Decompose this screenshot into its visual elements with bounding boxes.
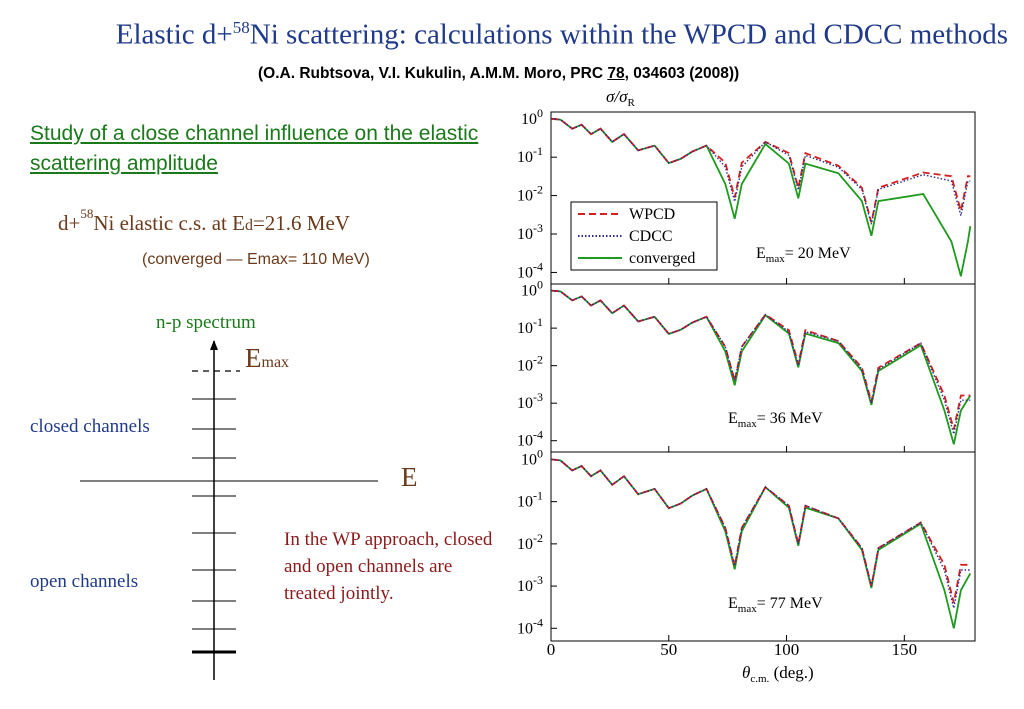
ref-part: , 034603 (2008)) [624,65,740,82]
legend-entry: WPCD [629,206,675,223]
open-channels-label: open channels [30,571,139,592]
reaction-label: d+58Ni elastic c.s. at Ed=21.6 MeV [58,206,350,236]
ref-part: (O.A. Rubtsova, V.I. Kukulin, A.M.M. Mor… [258,65,608,82]
reaction-sup: 58 [80,206,94,221]
y-tick-label: 10-3 [517,221,543,243]
wpcd-curve [550,458,971,604]
energy-label: E [401,462,418,492]
emax-panel-label: Emax= 20 MeV [756,245,851,265]
reaction-part: d+ [58,211,81,235]
ref-volume: 78 [607,65,625,82]
x-tick-label: 100 [774,640,800,659]
converged-note: (converged — Emax= 110 MeV) [142,251,370,268]
y-tick-label: 10-1 [517,315,543,337]
chart-panel: 100 10-1 10-2 10-3 10-4 Emax= 20 MeV [517,106,976,285]
reference: (O.A. Rubtsova, V.I. Kukulin, A.M.M. Mor… [258,65,739,83]
x-tick-label: 50 [660,640,677,659]
legend: WPCD CDCC converged [570,201,718,271]
y-tick-label: 10-3 [517,573,543,595]
closed-channels-label: closed channels [30,416,150,437]
y-tick-label: 10-1 [517,489,543,511]
x-axis-title: θc.m. (deg.) [742,663,814,685]
y-tick-label: 10-2 [517,183,543,205]
np-spectrum-label: n-p spectrum [156,312,256,333]
emax-sub: max [261,354,290,371]
title-part: Ni scattering: calculations within the W… [249,18,1008,51]
chart-panel: 100 10-1 10-2 10-3 10-4 Emax= 36 MeV [517,278,976,453]
y-tick-label: 10-2 [517,531,543,553]
cdcc-curve [550,289,971,435]
y-tick-label: 10-4 [517,615,543,637]
legend-entry: converged [629,250,695,267]
x-tick-label: 150 [892,640,918,659]
arrow-icon [210,340,218,350]
title-sup: 58 [232,18,250,37]
emax-panel-label: Emax= 77 MeV [728,595,823,615]
chart-panel: 100 10-1 10-2 10-3 10-4 Emax= 77 MeV [517,446,976,642]
emax-label: Emax [245,343,289,374]
cdcc-curve [550,118,971,225]
y-tick-label: 100 [521,278,543,300]
y-tick-label: 10-3 [517,390,543,412]
x-tick-label: 0 [547,640,556,659]
reaction-part: Ni elastic c.s. at E [93,211,245,235]
reaction-part: =21.6 MeV [252,211,350,235]
reaction-sub: d [244,217,253,234]
cdcc-curve [550,458,971,609]
y-tick-label: 10-4 [517,428,543,450]
slide-title: Elastic d+58Ni scattering: calculations … [0,18,1024,52]
y-tick-label: 10-2 [517,353,543,375]
y-tick-label: 100 [521,446,543,468]
y-tick-label: 100 [521,106,543,128]
y-tick-label: 10-4 [517,259,543,281]
panel-frame [550,451,976,642]
emax-panel-label: Emax= 36 MeV [728,410,823,430]
emax-E: E [245,343,262,373]
y-axis-title: σ/σR [606,87,636,109]
y-tick-label: 10-1 [517,144,543,166]
study-heading: Study of a close channel influence on th… [30,122,479,175]
legend-entry: CDCC [629,228,673,245]
title-part: Elastic d+ [115,18,233,51]
wp-note: In the WP approach, closed and open chan… [284,529,493,604]
